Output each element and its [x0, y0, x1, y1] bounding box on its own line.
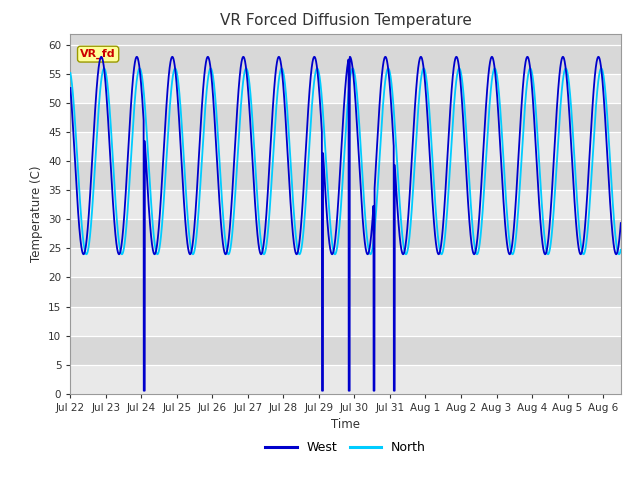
- Line: North: North: [70, 69, 621, 254]
- Text: VR_fd: VR_fd: [80, 49, 116, 59]
- North: [298, 243, 306, 249]
- West: [97, 54, 105, 60]
- North: [328, 240, 336, 246]
- Bar: [70, 132, 621, 161]
- North: [467, 197, 474, 203]
- Title: VR Forced Diffusion Temperature: VR Forced Diffusion Temperature: [220, 13, 472, 28]
- Legend: West, North: West, North: [260, 436, 431, 459]
- West: [328, 252, 336, 257]
- Y-axis label: Temperature (C): Temperature (C): [29, 165, 43, 262]
- North: [573, 192, 580, 198]
- Bar: [70, 365, 621, 394]
- West: [467, 231, 474, 237]
- North: [303, 191, 310, 197]
- West: [298, 211, 306, 217]
- West: [600, 100, 608, 106]
- North: [100, 66, 108, 72]
- West: [140, 388, 148, 394]
- West: [303, 138, 310, 144]
- North: [67, 70, 74, 76]
- Line: West: West: [70, 57, 621, 391]
- West: [617, 220, 625, 226]
- West: [67, 85, 74, 91]
- Bar: [70, 249, 621, 277]
- North: [83, 252, 90, 257]
- West: [573, 228, 580, 234]
- Bar: [70, 191, 621, 219]
- Bar: [70, 307, 621, 336]
- Bar: [70, 74, 621, 103]
- North: [600, 77, 608, 83]
- North: [617, 247, 625, 252]
- X-axis label: Time: Time: [331, 418, 360, 431]
